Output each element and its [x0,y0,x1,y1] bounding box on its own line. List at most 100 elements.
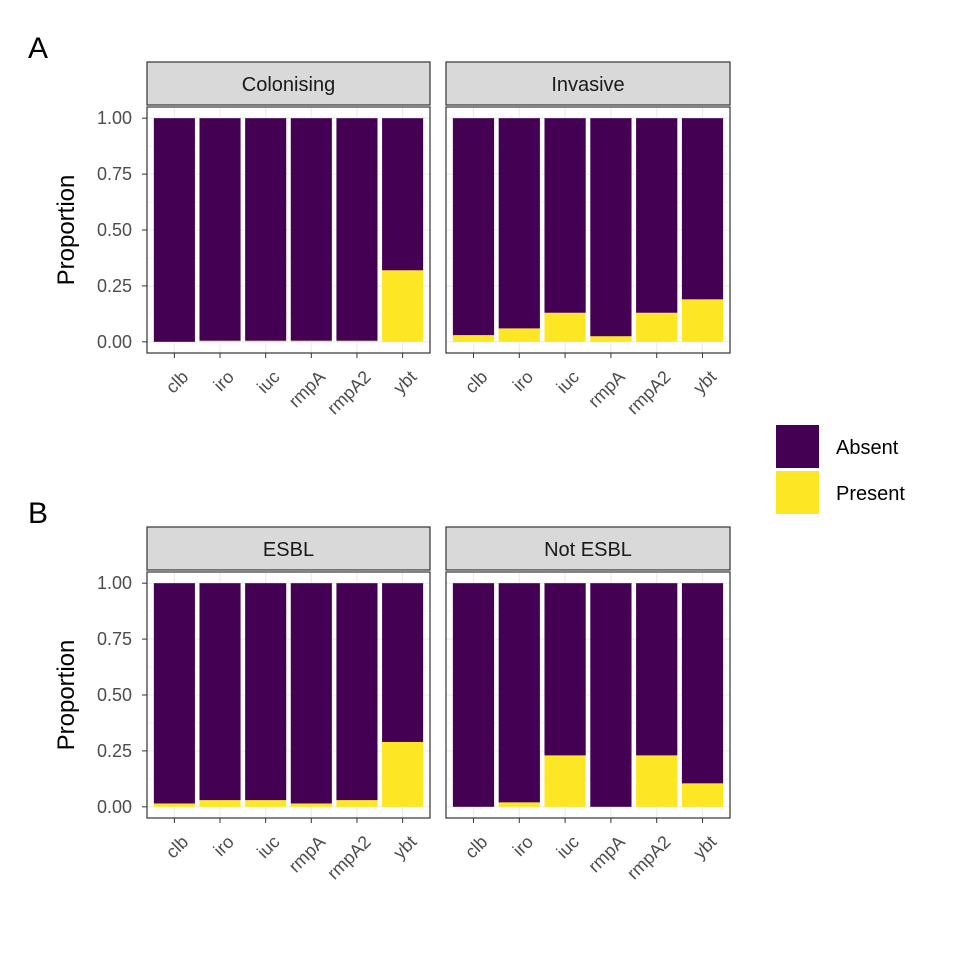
legend-label: Absent [836,437,899,459]
y-tick-label: 0.75 [97,164,132,184]
x-tick-label: clb [162,832,192,862]
bar-segment-absent [452,118,495,336]
x-tick-label: rmpA2 [323,367,375,419]
bar-segment-absent [153,118,195,342]
x-tick-label: ybt [689,367,720,398]
panel-tag-label: A [28,32,48,65]
x-tick-label: clb [461,367,491,397]
x-tick-label: iro [210,367,238,395]
bar-segment-absent [452,583,495,807]
y-tick-label: 0.00 [97,332,132,352]
x-tick-label: rmpA2 [623,367,675,419]
y-axis-title: Proportion [53,640,80,751]
y-tick-label: 0.50 [97,220,132,240]
bar-segment-absent [590,583,632,807]
plot-panel-border [146,571,431,819]
x-tick-label: ybt [389,832,420,863]
bar-segment-present [336,340,378,342]
y-tick-label: 1.00 [97,108,132,128]
bar-segment-present [498,802,540,807]
bar-segment-absent [336,118,378,341]
x-tick-label: iuc [553,832,583,862]
facet-strip-label: Not ESBL [544,539,632,561]
x-tick-label: rmpA2 [323,832,375,884]
bar-segment-present [681,299,724,342]
bar-segment-absent [245,118,287,341]
figure-panel-a: A Proportion 0.00 0.25 0.50 0.75 1.00 Colonisin… [28,32,731,419]
bar-segment-present [153,803,195,807]
bar-segment-absent [498,583,540,803]
bar-segment-absent [636,118,678,313]
y-tick-label: 0.50 [97,685,132,705]
bar-segment-absent [199,583,241,801]
bar-segment-absent [636,583,678,756]
bar-segment-present [382,270,424,342]
plot-panel-border [445,106,731,354]
y-tick-label: 0.25 [97,276,132,296]
bar-segment-present [199,800,241,807]
bar-segment-present [336,800,378,807]
y-axis-title: Proportion [53,175,80,286]
x-tick-label: iro [509,367,537,395]
y-tick-label: 0.00 [97,797,132,817]
bar-segment-absent [681,583,724,784]
y-tick-label: 1.00 [97,573,132,593]
legend-label: Present [836,483,905,505]
bar-segment-present [498,328,540,342]
bar-segment-absent [245,583,287,801]
bar-segment-present [681,783,724,807]
bar-segment-absent [199,118,241,341]
plot-panel-border [146,106,431,354]
x-tick-label: clb [461,832,491,862]
legend-key-present [776,471,819,514]
x-tick-label: ybt [389,367,420,398]
bar-segment-present [199,340,241,342]
facet-strip-label: Colonising [242,74,335,96]
x-tick-label: iuc [253,832,283,862]
bar-segment-present [636,755,678,807]
y-tick-label: 0.75 [97,629,132,649]
bar-segment-present [290,340,332,342]
x-tick-label: iuc [253,367,283,397]
bar-segment-present [544,312,586,342]
plot-panel-border [445,571,731,819]
bar-segment-absent [382,118,424,271]
bar-segment-present [544,755,586,807]
x-tick-label: iro [210,832,238,860]
bar-segment-absent [290,118,332,341]
bar-segment-present [590,336,632,342]
legend: Absent Present [776,425,905,514]
facet-strip-label: Invasive [551,74,624,96]
x-tick-label: clb [162,367,192,397]
bar-segment-present [290,803,332,807]
facet-strip [445,61,731,106]
facet-strip [146,61,431,106]
bar-segment-absent [544,118,586,313]
bar-segment-absent [681,118,724,300]
facet-strip [445,526,731,571]
legend-key-absent [776,425,819,468]
bar-segment-absent [498,118,540,329]
bar-segment-absent [544,583,586,756]
bar-segment-absent [590,118,632,337]
x-tick-label: iro [509,832,537,860]
bar-segment-present [382,741,424,807]
bar-segment-absent [336,583,378,801]
y-tick-label: 0.25 [97,741,132,761]
x-tick-label: iuc [553,367,583,397]
bar-segment-absent [153,583,195,804]
facet-strip [146,526,431,571]
bar-segment-present [245,340,287,342]
x-tick-label: ybt [689,832,720,863]
bar-segment-absent [382,583,424,742]
bar-segment-absent [290,583,332,804]
panel-tag-label: B [28,497,48,530]
bar-segment-present [636,312,678,342]
